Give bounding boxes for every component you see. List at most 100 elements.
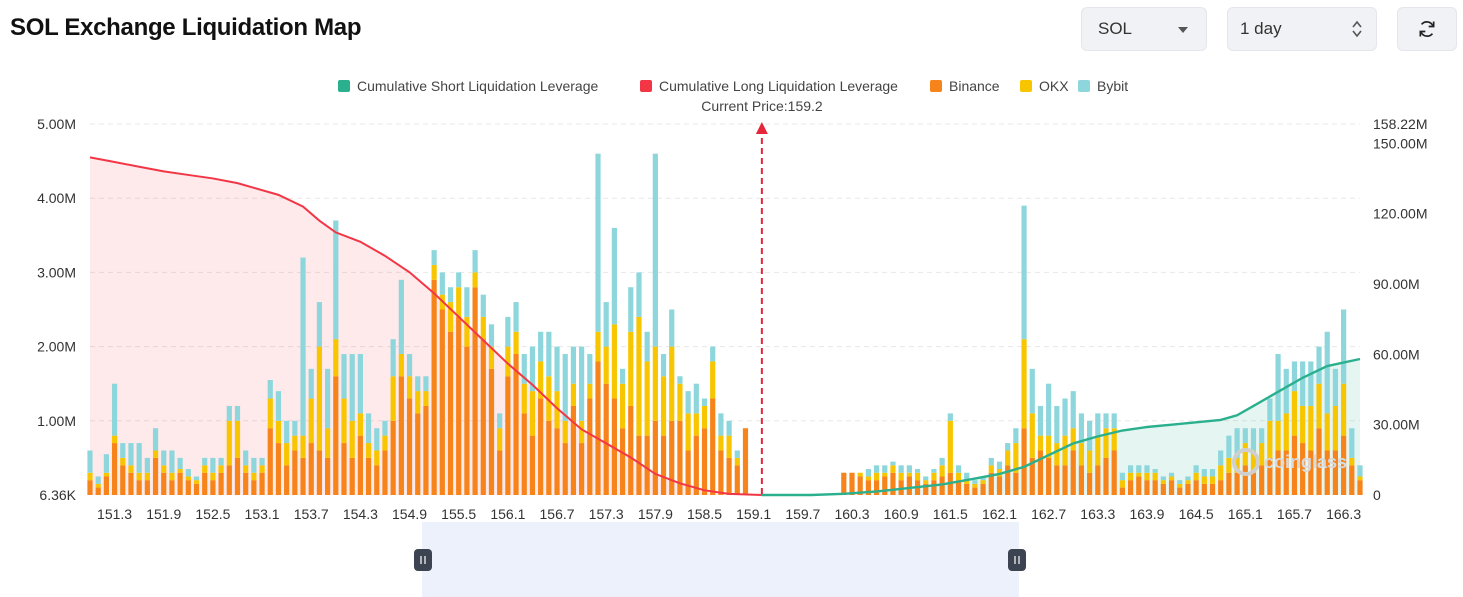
bar-okx-30: [333, 339, 339, 377]
bar-binance-3: [111, 443, 118, 495]
bar-binance-39: [406, 398, 413, 495]
refresh-icon: [1419, 21, 1435, 37]
bar-bybit-37: [390, 339, 396, 377]
bar-bybit-73: [685, 391, 691, 414]
bar-okx-18: [234, 420, 241, 458]
bar-okx-3: [111, 435, 118, 444]
range-select[interactable]: 1 day: [1227, 7, 1377, 51]
x-tick-1: 151.9: [146, 506, 181, 522]
bar-bybit-101: [1005, 443, 1011, 451]
bar-bybit-66: [628, 287, 634, 332]
bar-binance-56: [546, 420, 552, 495]
bar-bybit-97: [972, 480, 978, 484]
bar-bybit-77: [718, 413, 724, 436]
bar-binance-114: [1111, 450, 1117, 495]
bar-okx-26: [300, 435, 306, 458]
bar-binance-26: [300, 457, 306, 495]
zoom-slider[interactable]: [414, 522, 1026, 597]
bar-okx-86: [882, 472, 888, 477]
bar-okx-95: [955, 472, 962, 481]
bar-binance-135: [1283, 450, 1289, 495]
bar-binance-23: [275, 443, 282, 495]
bar-binance-13: [193, 483, 200, 495]
bar-bybit-140: [1324, 331, 1330, 414]
bar-bybit-20: [251, 457, 257, 473]
bar-bybit-93: [939, 457, 945, 466]
bar-binance-63: [603, 383, 609, 495]
bar-binance-51: [505, 376, 511, 495]
bar-okx-104: [1029, 413, 1035, 458]
x-tick-16: 160.9: [884, 506, 919, 522]
refresh-button[interactable]: [1397, 7, 1457, 51]
bar-binance-68: [644, 435, 650, 495]
bar-okx-55: [538, 361, 544, 399]
bar-okx-36: [382, 435, 388, 451]
x-tick-6: 154.9: [392, 506, 427, 522]
legend-swatch-3: [1020, 80, 1032, 92]
x-tick-19: 162.7: [1031, 506, 1066, 522]
x-tick-11: 157.9: [638, 506, 673, 522]
bar-okx-13: [193, 480, 200, 484]
zoom-handle-right[interactable]: [1008, 549, 1026, 571]
bar-binance-91: [923, 483, 929, 495]
bar-bybit-4: [120, 443, 126, 458]
bar-bybit-132: [1259, 428, 1265, 444]
bar-bybit-1: [95, 476, 101, 484]
bar-binance-44: [447, 331, 454, 495]
bar-binance-122: [1177, 487, 1183, 495]
bar-okx-69: [652, 346, 658, 421]
bar-binance-27: [308, 443, 314, 495]
bar-okx-118: [1144, 472, 1150, 481]
bar-okx-16: [218, 465, 224, 473]
bar-series: [87, 153, 1363, 495]
bar-binance-57: [554, 428, 560, 495]
bar-okx-21: [259, 465, 265, 473]
bar-binance-120: [1160, 483, 1166, 495]
y-left-tick-0: 6.36K: [39, 487, 76, 503]
bar-okx-141: [1332, 405, 1339, 451]
zoom-handle-left[interactable]: [414, 549, 432, 571]
bar-binance-59: [570, 405, 577, 495]
bar-bybit-125: [1201, 469, 1207, 477]
bar-bybit-112: [1095, 413, 1101, 436]
bar-binance-33: [357, 435, 363, 495]
bar-bybit-35: [374, 428, 380, 451]
bar-bybit-135: [1283, 368, 1289, 414]
bar-bybit-49: [488, 324, 495, 347]
x-tick-13: 159.1: [736, 506, 771, 522]
bar-bybit-38: [398, 279, 404, 355]
bar-bybit-137: [1300, 361, 1306, 406]
legend-label-2: Binance: [949, 78, 1000, 94]
bar-bybit-50: [497, 413, 503, 429]
bar-okx-22: [267, 398, 273, 429]
bar-binance-123: [1185, 483, 1191, 495]
bar-binance-35: [374, 465, 380, 495]
bar-bybit-14: [202, 457, 208, 466]
bar-binance-129: [1234, 472, 1240, 495]
short-liquidation-line: [761, 357, 1361, 497]
bar-bybit-63: [603, 302, 609, 347]
bar-bybit-85: [873, 465, 880, 473]
bar-binance-76: [710, 398, 716, 495]
bar-binance-69: [652, 420, 658, 495]
bar-okx-84: [865, 476, 871, 481]
bar-bybit-60: [579, 346, 585, 421]
bar-bybit-16: [218, 457, 224, 466]
x-tick-12: 158.5: [687, 506, 722, 522]
bar-okx-51: [505, 346, 511, 377]
chevron-down-icon: [1178, 27, 1188, 33]
bar-bybit-100: [996, 461, 1003, 470]
bar-binance-144: [1357, 480, 1363, 495]
bar-bybit-134: [1275, 354, 1281, 421]
bar-bybit-0: [87, 450, 93, 473]
bar-okx-53: [521, 383, 527, 414]
bar-bybit-108: [1062, 398, 1068, 436]
bar-bybit-48: [480, 294, 486, 317]
bar-bybit-133: [1267, 398, 1273, 421]
bar-okx-125: [1201, 476, 1207, 484]
coin-select[interactable]: SOL: [1081, 7, 1207, 51]
bar-okx-110: [1078, 443, 1085, 466]
bar-binance-12: [185, 480, 191, 495]
bar-binance-71: [669, 420, 675, 495]
bar-bybit-51: [505, 316, 511, 347]
